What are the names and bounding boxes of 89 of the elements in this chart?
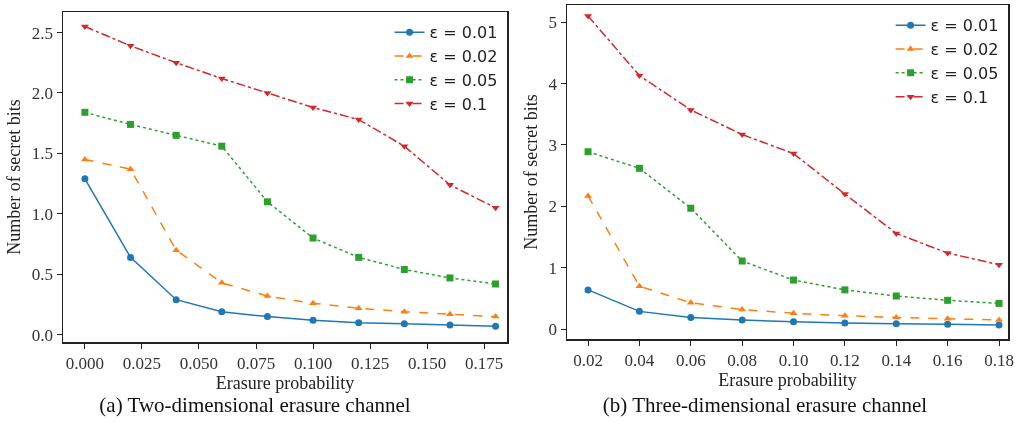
point	[584, 148, 592, 156]
point	[263, 313, 271, 321]
legend-label: ε = 0.1	[930, 87, 989, 107]
x-tick-label: 0.075	[236, 353, 276, 373]
legend-label: ε = 0.02	[930, 40, 999, 60]
point	[584, 286, 592, 294]
point	[738, 132, 747, 139]
y-tick-label: 4	[548, 74, 558, 94]
x-tick-label: 0.12	[830, 350, 860, 370]
y-tick-label: 0.0	[31, 325, 54, 345]
y-tick-label: 0.5	[31, 265, 54, 285]
point	[81, 175, 89, 183]
legend-label: ε = 0.05	[930, 64, 999, 84]
y-tick-label: 2	[548, 197, 558, 217]
x-tick-label: 0.000	[65, 353, 105, 373]
point	[218, 308, 226, 316]
point	[172, 296, 180, 304]
text: (b) Three-dimensional erasure channel	[602, 393, 928, 418]
point	[400, 265, 408, 273]
y-tick-label: 1.5	[31, 144, 54, 164]
point	[687, 204, 695, 212]
point	[789, 151, 798, 158]
point	[446, 321, 454, 329]
point	[995, 299, 1003, 307]
point	[172, 131, 180, 139]
y-tick-label: 3	[548, 135, 558, 155]
x-tick-label: 0.16	[932, 350, 963, 370]
x-tick-label: 0.050	[179, 353, 219, 373]
legend-label: ε = 0.1	[429, 94, 488, 114]
point	[738, 316, 746, 324]
x-tick-label: 0.06	[675, 350, 706, 370]
point	[355, 319, 363, 327]
point	[492, 280, 500, 288]
y-tick-label: 2.0	[31, 83, 54, 103]
y-tick-label: 1	[548, 258, 558, 278]
x-tick-label: 0.100	[293, 353, 333, 373]
x-tick-label: 0.025	[122, 353, 162, 373]
point	[995, 321, 1003, 329]
point	[80, 24, 89, 31]
x-axis-title: Erasure probability	[718, 369, 857, 390]
point	[635, 73, 644, 80]
y-tick-label: 1.0	[31, 204, 54, 224]
point	[309, 316, 317, 324]
point	[355, 253, 363, 261]
point	[218, 142, 226, 150]
point	[738, 257, 746, 265]
x-tick-label: 0.10	[778, 350, 809, 370]
point	[635, 307, 643, 315]
x-tick-label: 0.18	[984, 350, 1014, 370]
x-tick-label: 0.04	[624, 350, 655, 370]
y-axis-title: Number of secret bits	[4, 99, 25, 255]
y-tick-label: 5	[548, 13, 558, 33]
point	[81, 108, 89, 116]
point	[446, 274, 454, 282]
point	[400, 320, 408, 328]
point	[127, 120, 135, 128]
point	[944, 296, 952, 304]
legend-label: ε = 0.01	[429, 23, 498, 43]
point	[841, 286, 849, 294]
point	[841, 319, 849, 327]
y-axis-title: Number of secret bits	[521, 94, 542, 250]
x-tick-label: 0.08	[727, 350, 758, 370]
legend-label: ε = 0.02	[429, 47, 498, 67]
point	[790, 276, 798, 284]
x-tick-label: 0.125	[350, 353, 390, 373]
point	[354, 117, 363, 124]
legend-label: ε = 0.01	[930, 16, 999, 36]
x-axis-title: Erasure probability	[215, 372, 355, 393]
point	[309, 299, 318, 306]
point	[263, 198, 271, 206]
point	[944, 320, 952, 328]
point	[492, 322, 500, 330]
point	[790, 318, 798, 326]
x-tick-label: 0.14	[881, 350, 912, 370]
point	[687, 314, 695, 322]
x-tick-label: 0.150	[408, 353, 447, 373]
y-tick-label: 2.5	[31, 23, 54, 43]
point	[892, 320, 900, 328]
point	[309, 234, 317, 242]
x-tick-label: 0.02	[573, 350, 603, 370]
point	[994, 262, 1004, 269]
y-tick-label: 0	[548, 320, 558, 340]
point	[127, 253, 135, 261]
x-tick-label: 0.175	[465, 353, 504, 373]
text: (a) Two-dimensional erasure channel	[99, 393, 411, 418]
point	[892, 292, 900, 300]
point	[635, 164, 643, 172]
legend-label: ε = 0.05	[429, 71, 498, 91]
point	[80, 155, 89, 162]
